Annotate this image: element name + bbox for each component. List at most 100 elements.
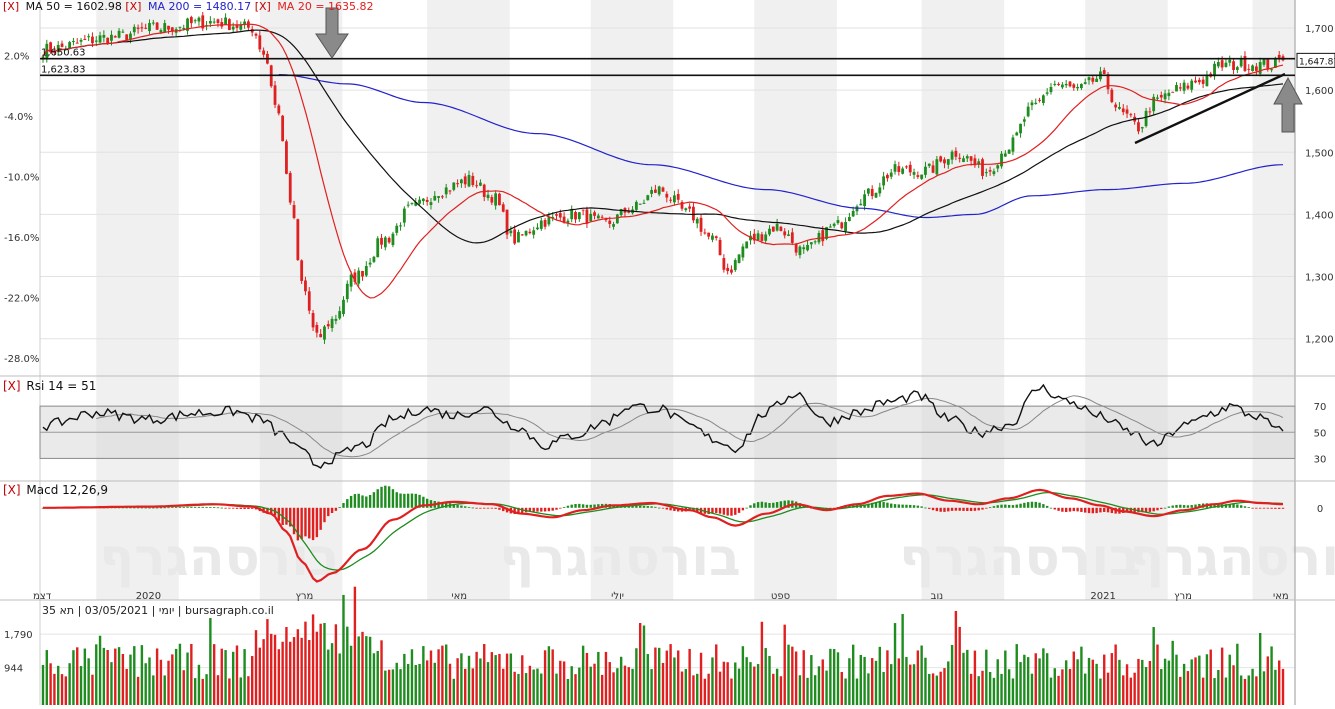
macd-hist-bar — [646, 506, 649, 508]
volume-bars — [41, 586, 1285, 705]
macd-hist-bar — [1266, 507, 1269, 509]
volume-bar — [1015, 644, 1018, 705]
volume-bar — [1190, 659, 1193, 705]
macd-hist-bar — [1076, 507, 1079, 512]
candle-body — [1129, 114, 1133, 116]
macd-hist-bar — [486, 507, 490, 509]
up-arrow-icon — [1273, 76, 1303, 133]
volume-bar — [760, 621, 764, 705]
macd-hist-bar — [715, 507, 718, 513]
volume-bar — [635, 648, 638, 705]
macd-hist-bar — [578, 503, 581, 508]
volume-bar — [1266, 656, 1269, 705]
macd-hist-bar — [475, 507, 478, 509]
candle-body — [1258, 61, 1262, 74]
macd-hist-bar — [174, 507, 178, 508]
candle-body — [688, 206, 692, 209]
indicator-lines — [42, 23, 1284, 583]
macd-hist-bar — [985, 507, 988, 509]
volume-bar — [722, 661, 726, 705]
candle-body — [429, 202, 433, 205]
candle-body — [452, 182, 456, 190]
volume-bar — [384, 670, 387, 705]
macd-hist-bar — [977, 507, 980, 511]
macd-hist-bar — [1064, 507, 1068, 513]
volume-bar — [730, 678, 733, 705]
macd-hist-bar — [943, 507, 946, 512]
volume-bar — [152, 675, 155, 705]
price-tick-left: 2.0% — [4, 52, 29, 63]
macd-hist-bar — [159, 507, 163, 509]
volume-bar — [144, 663, 147, 705]
volume-bar — [334, 624, 338, 705]
macd-hist-bar — [266, 507, 269, 514]
macd-hist-bar — [456, 504, 459, 508]
volume-bar — [597, 651, 600, 705]
candle-body — [300, 260, 304, 281]
macd-hist-bar — [224, 507, 227, 509]
candle-body — [950, 151, 954, 160]
candle-body — [216, 19, 220, 24]
candle-body — [425, 199, 429, 202]
volume-bar — [802, 650, 805, 705]
volume-bar — [1224, 677, 1228, 705]
macd-hist-bar — [597, 504, 600, 508]
volume-bar — [897, 658, 901, 705]
macd-hist-bar — [540, 507, 543, 512]
macd-hist-bar — [1270, 507, 1273, 509]
candle-body — [634, 201, 638, 210]
macd-hist-bar — [851, 504, 855, 508]
volume-bar — [505, 653, 509, 705]
volume-bar — [745, 657, 748, 705]
candle-body — [821, 230, 825, 242]
axis-labels: 1,700 1,600 1,500 1,400 1,300 1,200 2.0% -4.0% -… — [4, 24, 1334, 675]
x-tick-label: נוב — [931, 591, 944, 602]
legend-rsi-text: Rsi 14 = 51 — [26, 379, 96, 393]
volume-bar — [920, 645, 923, 705]
macd-hist-bar — [669, 507, 672, 511]
volume-bar — [1209, 649, 1212, 705]
volume-bar — [243, 649, 246, 705]
macd-hist-bar — [186, 506, 189, 508]
macd-hist-bar — [460, 505, 463, 508]
macd-hist-bar — [1000, 504, 1003, 508]
watermark-text: בורסהגרף — [899, 528, 1141, 588]
macd-hist-bar — [133, 507, 136, 509]
month-shade — [590, 0, 674, 600]
volume-bar — [437, 649, 440, 705]
legend-ma50-close: [X] — [3, 0, 19, 13]
candle-body — [730, 269, 733, 273]
macd-hist-bar — [878, 501, 882, 508]
volume-bar — [825, 670, 828, 705]
macd-hist-bar — [205, 506, 208, 508]
volume-bar — [281, 641, 284, 705]
volume-bar — [737, 668, 741, 705]
macd-hist-bar — [566, 505, 570, 508]
volume-bar — [673, 657, 676, 705]
volume-bar — [57, 665, 60, 705]
candle-body — [969, 156, 973, 161]
candle-body — [596, 215, 600, 219]
candle-body — [794, 243, 798, 253]
macd-hist-bar — [718, 507, 722, 514]
volume-bar — [1171, 640, 1174, 705]
candle-body — [357, 270, 361, 284]
volume-bar — [79, 666, 83, 705]
volume-bar — [129, 654, 132, 705]
candle-body — [402, 208, 406, 223]
macd-hist-bar — [992, 506, 996, 508]
volume-bar — [996, 659, 999, 705]
candle-body — [380, 237, 383, 245]
candle-body — [1140, 127, 1144, 129]
volume-bar — [1186, 671, 1190, 705]
candle-body — [749, 235, 752, 241]
volume-bar — [1072, 651, 1075, 705]
candle-body — [1251, 65, 1254, 72]
candle-body — [520, 234, 524, 236]
candle-body — [977, 161, 981, 165]
candle-body — [273, 85, 277, 105]
candle-body — [825, 227, 828, 239]
macd-hist-bar — [897, 504, 901, 508]
volume-bar — [924, 657, 927, 705]
macd-hist-bar — [1281, 507, 1285, 509]
